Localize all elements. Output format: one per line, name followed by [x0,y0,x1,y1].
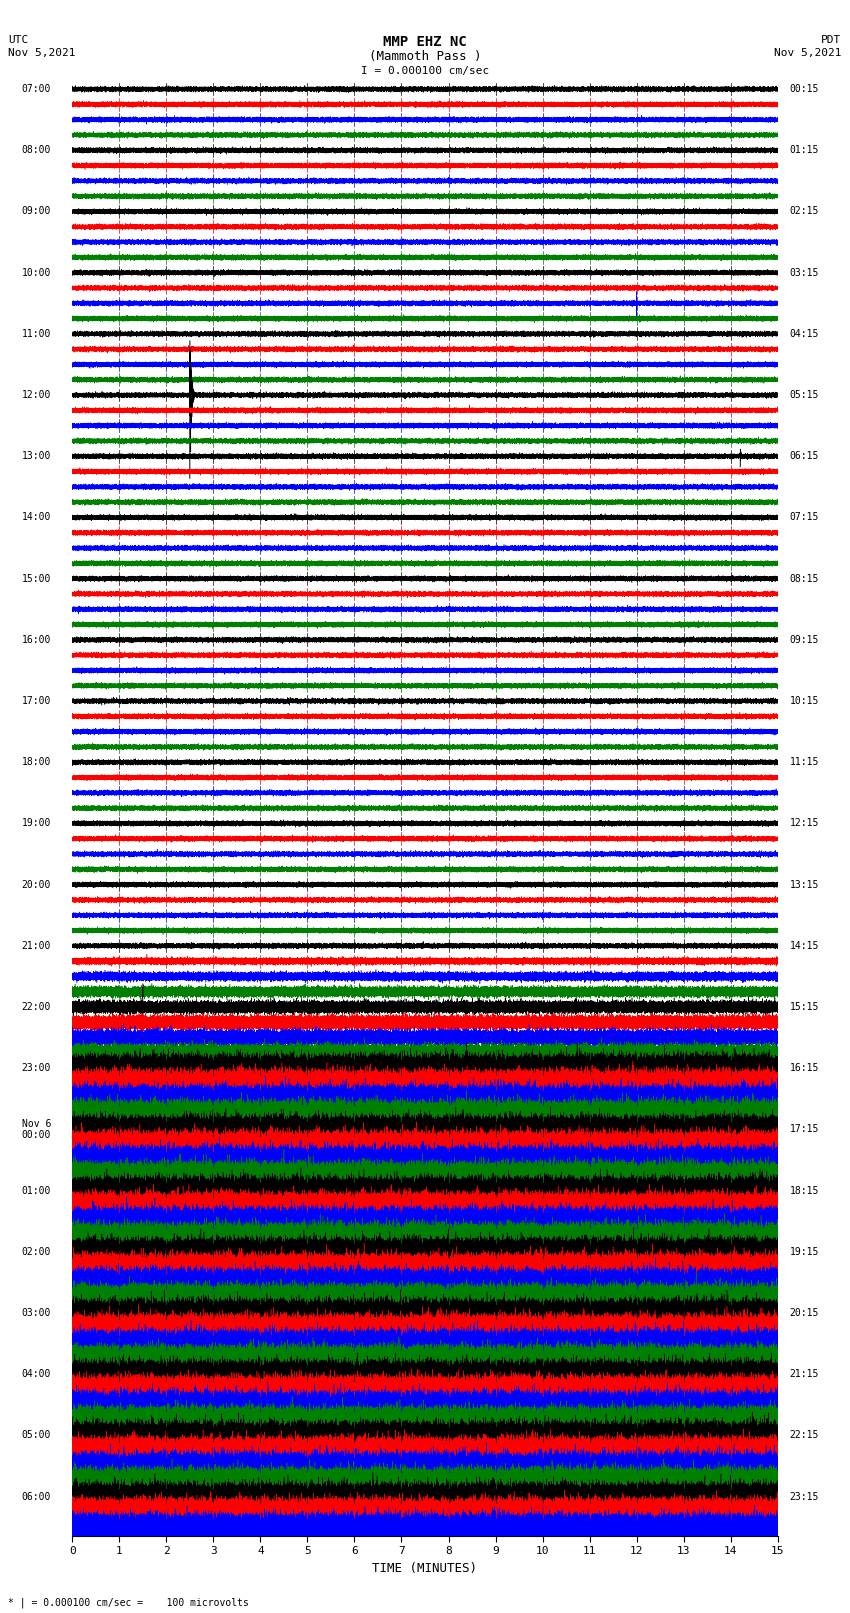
Text: 10:15: 10:15 [790,697,819,706]
Text: 06:15: 06:15 [790,452,819,461]
Text: 17:15: 17:15 [790,1124,819,1134]
Text: 15:00: 15:00 [22,574,51,584]
Text: 21:00: 21:00 [22,940,51,950]
Text: 20:00: 20:00 [22,879,51,890]
Text: 05:15: 05:15 [790,390,819,400]
Text: 15:15: 15:15 [790,1002,819,1011]
Text: I = 0.000100 cm/sec: I = 0.000100 cm/sec [361,66,489,76]
Text: 09:15: 09:15 [790,636,819,645]
Text: 04:15: 04:15 [790,329,819,339]
Text: 05:00: 05:00 [22,1431,51,1440]
Text: 09:00: 09:00 [22,206,51,216]
Text: 23:00: 23:00 [22,1063,51,1073]
Text: 00:15: 00:15 [790,84,819,94]
Text: 23:15: 23:15 [790,1492,819,1502]
Text: 02:00: 02:00 [22,1247,51,1257]
Text: 03:15: 03:15 [790,268,819,277]
X-axis label: TIME (MINUTES): TIME (MINUTES) [372,1561,478,1574]
Text: 08:00: 08:00 [22,145,51,155]
Text: 14:00: 14:00 [22,513,51,523]
Text: 19:00: 19:00 [22,818,51,829]
Text: 22:15: 22:15 [790,1431,819,1440]
Text: 10:00: 10:00 [22,268,51,277]
Text: 21:15: 21:15 [790,1369,819,1379]
Text: 14:15: 14:15 [790,940,819,950]
Text: 12:00: 12:00 [22,390,51,400]
Text: (Mammoth Pass ): (Mammoth Pass ) [369,50,481,63]
Text: 02:15: 02:15 [790,206,819,216]
Text: 04:00: 04:00 [22,1369,51,1379]
Text: 01:00: 01:00 [22,1186,51,1195]
Text: Nov 5,2021: Nov 5,2021 [774,48,842,58]
Text: 07:00: 07:00 [22,84,51,94]
Text: 06:00: 06:00 [22,1492,51,1502]
Text: PDT: PDT [821,35,842,45]
Text: 13:00: 13:00 [22,452,51,461]
Text: 11:00: 11:00 [22,329,51,339]
Text: 20:15: 20:15 [790,1308,819,1318]
Text: 16:15: 16:15 [790,1063,819,1073]
Text: 16:00: 16:00 [22,636,51,645]
Text: Nov 6
00:00: Nov 6 00:00 [22,1118,51,1140]
Text: 18:15: 18:15 [790,1186,819,1195]
Text: 12:15: 12:15 [790,818,819,829]
Text: 01:15: 01:15 [790,145,819,155]
Text: 19:15: 19:15 [790,1247,819,1257]
Text: Nov 5,2021: Nov 5,2021 [8,48,76,58]
Text: MMP EHZ NC: MMP EHZ NC [383,35,467,50]
Text: 08:15: 08:15 [790,574,819,584]
Text: 13:15: 13:15 [790,879,819,890]
Text: 22:00: 22:00 [22,1002,51,1011]
Text: UTC: UTC [8,35,29,45]
Text: * | = 0.000100 cm/sec =    100 microvolts: * | = 0.000100 cm/sec = 100 microvolts [8,1597,249,1608]
Text: 07:15: 07:15 [790,513,819,523]
Text: 03:00: 03:00 [22,1308,51,1318]
Text: 17:00: 17:00 [22,697,51,706]
Text: 11:15: 11:15 [790,756,819,768]
Text: 18:00: 18:00 [22,756,51,768]
